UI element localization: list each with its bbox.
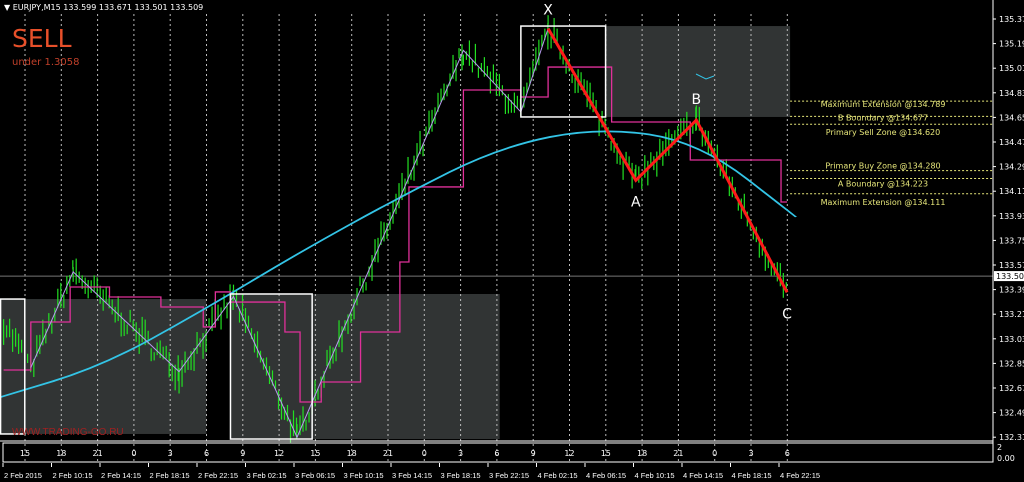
y-tick-label: 133.935 <box>999 212 1024 221</box>
y-tick-label: 133.215 <box>999 310 1024 319</box>
pattern-point-label: X <box>543 3 553 19</box>
hour-tick-label: 12 <box>274 449 284 458</box>
envelope-line <box>3 66 788 403</box>
hour-tick-label: 15 <box>310 449 320 458</box>
hour-tick-label: 3 <box>748 449 753 458</box>
x-tick-label: 3 Feb 14:15 <box>392 471 432 480</box>
x-tick-label: 3 Feb 02:15 <box>247 471 287 480</box>
hour-tick-label: 18 <box>637 449 647 458</box>
y-tick-label: 135.195 <box>999 40 1024 49</box>
pattern-line <box>546 27 789 294</box>
hour-tick-label: 18 <box>347 449 357 458</box>
hour-tick-label: 6 <box>785 449 790 458</box>
x-tick-label: 4 Feb 10:15 <box>635 471 675 480</box>
signal-label: SELL <box>12 24 72 53</box>
hour-tick-label: 3 <box>458 449 463 458</box>
pattern-box <box>0 298 26 435</box>
hour-tick-label: 21 <box>383 449 393 458</box>
subwindow-frame <box>2 442 994 463</box>
pattern-point-label: A <box>631 194 641 210</box>
chart-header: ▼ EURJPY,M15 133.599 133.671 133.501 133… <box>4 3 203 12</box>
hour-tick-label: 18 <box>56 449 66 458</box>
hour-tick-label: 3 <box>168 449 173 458</box>
x-tick-label: 3 Feb 22:15 <box>489 471 529 480</box>
y-tick-label: 133.755 <box>999 236 1024 245</box>
fib-level-label: Maximum Extension @134.789 <box>821 100 946 109</box>
hour-tick-label: 12 <box>564 449 574 458</box>
signal-sublabel: under 1.3058 <box>12 57 80 68</box>
current-price-label: 133.509 <box>996 272 1024 281</box>
y-tick-label: 134.835 <box>999 89 1024 98</box>
hour-tick-label: 6 <box>494 449 499 458</box>
hour-tick-label: 15 <box>601 449 611 458</box>
fib-level-label: Maximum Extension @134.111 <box>821 198 946 207</box>
ma-marker <box>695 73 715 80</box>
y-tick-label: 133.575 <box>999 261 1024 270</box>
x-tick-label: 2 Feb 14:15 <box>101 471 141 480</box>
x-tick-label: 3 Feb 06:15 <box>295 471 335 480</box>
y-tick-label: 134.655 <box>999 113 1024 122</box>
hour-tick-label: 0 <box>131 449 136 458</box>
y-tick-label: 134.475 <box>999 138 1024 147</box>
low-value: 133.501 <box>134 3 168 12</box>
hour-tick-label: 6 <box>204 449 209 458</box>
y-tick-label: 132.495 <box>999 409 1024 418</box>
y-tick-label: 132.855 <box>999 359 1024 368</box>
subwindow-scale-label: 0.00 <box>997 454 1015 463</box>
x-tick-label: 2 Feb 22:15 <box>198 471 238 480</box>
high-value: 133.671 <box>98 3 132 12</box>
pattern-point-label: B <box>692 92 702 108</box>
fib-level-label: B Boundary @134.677 <box>838 113 928 122</box>
x-tick-label: 4 Feb 22:15 <box>780 471 820 480</box>
subwindow-scale-label: 2 <box>997 443 1002 452</box>
symbol-label: EURJPY,M15 <box>12 3 61 12</box>
y-tick-label: 133.035 <box>999 335 1024 344</box>
x-tick-label: 2 Feb 10:15 <box>53 471 93 480</box>
y-tick-label: 133.395 <box>999 286 1024 295</box>
x-tick-label: 2 Feb 2015 <box>4 471 42 480</box>
x-tick-label: 4 Feb 18:15 <box>732 471 772 480</box>
open-value: 133.599 <box>63 3 97 12</box>
fib-level-label: A Boundary @134.223 <box>838 179 928 188</box>
hour-tick-label: 15 <box>20 449 30 458</box>
watermark: WWW.TRADING-GO.RU <box>12 427 124 438</box>
y-tick-label: 134.115 <box>999 187 1024 196</box>
x-tick-label: 4 Feb 06:15 <box>586 471 626 480</box>
x-tick-label: 3 Feb 18:15 <box>441 471 481 480</box>
hour-tick-label: 0 <box>712 449 717 458</box>
hour-tick-label: 9 <box>240 449 245 458</box>
y-tick-label: 132.315 <box>999 433 1024 442</box>
pattern-box <box>229 293 313 440</box>
current-price-box <box>994 271 1024 282</box>
pattern-box <box>520 25 607 118</box>
close-value: 133.509 <box>170 3 204 12</box>
x-tick-label: 4 Feb 14:15 <box>683 471 723 480</box>
hour-tick-label: 0 <box>422 449 427 458</box>
hour-tick-label: 21 <box>673 449 683 458</box>
fib-level-label: Primary Buy Zone @134.280 <box>825 162 940 171</box>
collapse-icon[interactable]: ▼ <box>4 3 11 12</box>
hour-tick-label: 21 <box>93 449 103 458</box>
hour-tick-label: 9 <box>531 449 536 458</box>
fib-level-label: Primary Sell Zone @134.620 <box>826 128 940 137</box>
x-tick-label: 3 Feb 10:15 <box>344 471 384 480</box>
zone-box <box>605 26 791 117</box>
x-tick-label: 2 Feb 18:15 <box>150 471 190 480</box>
y-tick-label: 135.375 <box>999 15 1024 24</box>
pattern-point-label: C <box>782 306 792 322</box>
zigzag-line <box>30 28 549 439</box>
y-tick-label: 132.675 <box>999 384 1024 393</box>
zone-box <box>230 293 500 440</box>
y-tick-label: 134.295 <box>999 163 1024 172</box>
y-tick-label: 135.015 <box>999 64 1024 73</box>
x-tick-label: 4 Feb 02:15 <box>538 471 578 480</box>
